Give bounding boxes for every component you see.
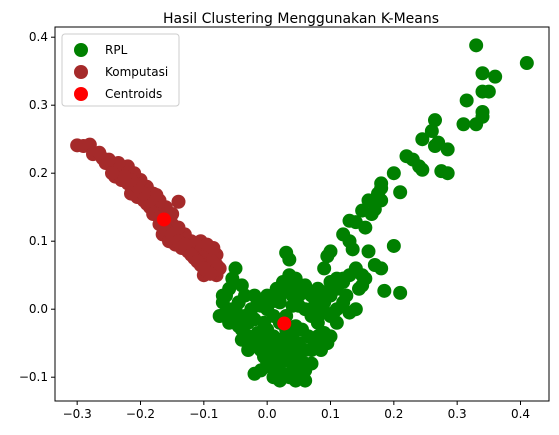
rpl-point <box>282 281 297 296</box>
rpl-point <box>386 238 401 253</box>
rpl-point <box>475 66 490 81</box>
rpl-point <box>469 38 484 53</box>
rpl-point <box>215 288 230 303</box>
x-tick-label: 0.0 <box>258 407 277 421</box>
rpl-point <box>342 305 357 320</box>
komputasi-point <box>177 237 192 252</box>
legend-marker-rpl <box>74 43 88 57</box>
rpl-point <box>361 244 376 259</box>
komputasi-point <box>196 261 211 276</box>
rpl-point <box>415 132 430 147</box>
y-tick-label: 0.4 <box>29 30 48 44</box>
legend-marker-komputasi <box>74 65 88 79</box>
x-tick-label: 0.3 <box>448 407 467 421</box>
rpl-point <box>238 288 252 303</box>
rpl-point <box>247 366 262 381</box>
rpl-point <box>269 281 284 296</box>
rpl-point <box>358 271 373 286</box>
rpl-point <box>393 185 408 200</box>
x-tick-label: −0.2 <box>126 407 155 421</box>
legend-label-centroids: Centroids <box>105 87 162 101</box>
rpl-point <box>317 261 332 276</box>
komputasi-point <box>171 194 186 209</box>
centroids-point <box>277 316 292 331</box>
y-tick-label: 0.0 <box>29 302 48 316</box>
x-tick-label: −0.1 <box>189 407 218 421</box>
rpl-point <box>257 349 271 364</box>
legend: RPL Komputasi Centroids <box>61 33 180 107</box>
rpl-point <box>428 113 442 128</box>
rpl-point <box>481 84 496 99</box>
rpl-point <box>320 249 335 264</box>
rpl-point <box>488 69 503 84</box>
x-tick-label: 0.2 <box>384 407 403 421</box>
rpl-point <box>386 166 401 181</box>
chart-title: Hasil Clustering Menggunakan K-Means <box>163 11 439 27</box>
x-tick-label: 0.1 <box>321 407 340 421</box>
rpl-point <box>342 213 357 228</box>
rpl-point <box>424 124 439 139</box>
rpl-point <box>260 332 275 347</box>
komputasi-point <box>105 166 119 181</box>
rpl-point <box>250 295 265 310</box>
legend-box <box>61 33 180 107</box>
rpl-point <box>428 139 442 153</box>
rpl-point <box>244 332 259 347</box>
rpl-point <box>364 207 379 221</box>
rpl-point <box>415 162 430 177</box>
y-tick-label: 0.1 <box>29 234 48 248</box>
rpl-point <box>288 373 303 388</box>
y-tick-label: 0.2 <box>29 166 48 180</box>
rpl-point <box>257 315 271 330</box>
rpl-point <box>440 142 455 157</box>
rpl-point <box>323 329 338 344</box>
rpl-point <box>345 242 360 257</box>
rpl-point <box>377 283 392 298</box>
rpl-point <box>440 166 455 181</box>
rpl-point <box>519 56 534 71</box>
legend-label-komputasi: Komputasi <box>105 65 168 79</box>
rpl-point <box>456 117 471 132</box>
rpl-point <box>374 261 389 276</box>
axes-frame <box>54 26 550 402</box>
rpl-point <box>352 281 366 296</box>
rpl-point <box>336 275 351 289</box>
komputasi-point <box>206 241 221 255</box>
centroids-point <box>156 212 171 227</box>
komputasi-point <box>92 145 107 160</box>
x-tick-label: 0.4 <box>511 407 530 421</box>
rpl-point <box>285 298 300 313</box>
y-axis: −0.1 0.0 0.1 0.2 0.3 0.4 <box>19 30 55 384</box>
rpl-point <box>282 252 297 267</box>
rpl-point <box>393 285 408 300</box>
rpl-point <box>459 93 474 108</box>
rpl-point <box>288 271 303 286</box>
legend-label-rpl: RPL <box>105 43 128 57</box>
y-tick-label: −0.1 <box>19 370 48 384</box>
x-tick-label: −0.3 <box>63 407 92 421</box>
legend-marker-centroids <box>74 87 88 101</box>
rpl-point <box>307 298 322 313</box>
x-axis: −0.3 −0.2 −0.1 0.0 0.1 0.2 0.3 0.4 <box>63 401 530 421</box>
komputasi-point <box>117 169 132 184</box>
rpl-point <box>304 356 319 371</box>
rpl-point <box>469 117 484 132</box>
rpl-point <box>276 346 290 361</box>
rpl-point <box>266 294 281 309</box>
rpl-point <box>288 356 303 371</box>
y-tick-label: 0.3 <box>29 98 48 112</box>
rpl-point <box>339 288 354 303</box>
komputasi-point <box>149 187 164 202</box>
rpl-point <box>358 220 373 235</box>
plot-area <box>70 38 534 388</box>
